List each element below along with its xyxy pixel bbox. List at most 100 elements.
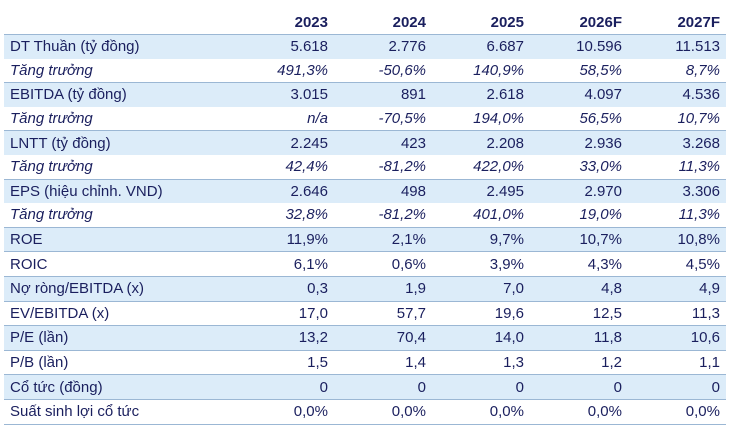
row-label: Tăng trưởng xyxy=(10,61,93,79)
header-year: 2023 xyxy=(294,13,328,31)
cell-2025: 422,0% xyxy=(473,158,524,176)
cell-2026f: 12,5 xyxy=(530,300,628,326)
cell-2023: 2.245 xyxy=(236,130,334,155)
cell-2024: 70,4 xyxy=(334,325,432,351)
cell-2025: 0,0% xyxy=(432,398,530,425)
cell-2023: 11,9% xyxy=(236,226,334,252)
row-label: EV/EBITDA (x) xyxy=(4,300,236,326)
cell-2026f: 10.596 xyxy=(530,33,628,59)
table-row: ROIC 6,1% 0,6% 3,9% 4,3% 4,5% xyxy=(4,251,726,277)
table-row: EPS (hiệu chỉnh. VND) 2.646 498 2.495 2.970 3… xyxy=(4,178,726,204)
row-label: EBITDA (tỷ đồng) xyxy=(4,82,236,107)
row-label: P/E (lần) xyxy=(4,325,236,351)
row-label: Tăng trưởng xyxy=(10,110,93,128)
row-label: EPS (hiệu chỉnh. VND) xyxy=(4,178,236,204)
cell-2023: 0 xyxy=(236,374,334,400)
cell-2023: 3.015 xyxy=(236,82,334,107)
growth-row: Tăng trưởng 491,3% -50,6% 140,9% 58,5% 8,7% xyxy=(4,59,726,83)
cell-2024: 2.776 xyxy=(334,33,432,59)
cell-2025: 2.495 xyxy=(432,178,530,204)
cell-2027f: 0,0% xyxy=(628,398,726,425)
cell-2024: 498 xyxy=(334,178,432,204)
row-label: DT Thuần (tỷ đồng) xyxy=(4,33,236,59)
header-year: 2027F xyxy=(677,13,720,31)
cell-2026f: 33,0% xyxy=(579,158,622,176)
cell-2023: 5.618 xyxy=(236,33,334,59)
cell-2027f: 11,3% xyxy=(678,158,720,176)
cell-2025: 19,6 xyxy=(432,300,530,326)
row-label: ROE xyxy=(4,226,236,252)
cell-2027f: 8,7% xyxy=(685,61,720,79)
table-row: EV/EBITDA (x) 17,0 57,7 19,6 12,5 11,3 xyxy=(4,300,726,326)
table-row: LNTT (tỷ đồng) 2.245 423 2.208 2.936 3.268 xyxy=(4,130,726,155)
cell-2023: 17,0 xyxy=(236,300,334,326)
cell-2026f: 10,7% xyxy=(530,226,628,252)
cell-2026f: 2.970 xyxy=(530,178,628,204)
cell-2026f: 11,8 xyxy=(530,325,628,351)
cell-2023: 2.646 xyxy=(236,178,334,204)
cell-2023: n/a xyxy=(307,110,328,128)
cell-2024: -81,2% xyxy=(378,206,426,224)
cell-2023: 491,3% xyxy=(277,61,328,79)
cell-2026f: 19,0% xyxy=(579,206,622,224)
header-label-cell xyxy=(4,10,236,35)
row-label: LNTT (tỷ đồng) xyxy=(4,130,236,155)
cell-2024: 891 xyxy=(334,82,432,107)
header-year: 2025 xyxy=(490,13,524,31)
cell-2025: 1,3 xyxy=(432,349,530,375)
cell-2026f: 4,8 xyxy=(530,275,628,302)
cell-2027f: 4.536 xyxy=(628,82,726,107)
cell-2025: 3,9% xyxy=(432,251,530,277)
cell-2025: 2.618 xyxy=(432,82,530,107)
cell-2024: 423 xyxy=(334,130,432,155)
row-label: Nợ ròng/EBITDA (x) xyxy=(4,275,236,302)
cell-2026f: 0 xyxy=(530,374,628,400)
cell-2025: 7,0 xyxy=(432,275,530,302)
table-row: Nợ ròng/EBITDA (x) 0,3 1,9 7,0 4,8 4,9 xyxy=(4,275,726,302)
table-row: ROE 11,9% 2,1% 9,7% 10,7% 10,8% xyxy=(4,226,726,252)
table-row: DT Thuần (tỷ đồng) 5.618 2.776 6.687 10.596 1… xyxy=(4,33,726,59)
cell-2027f: 4,9 xyxy=(628,275,726,302)
cell-2027f: 0 xyxy=(628,374,726,400)
cell-2025: 194,0% xyxy=(473,110,524,128)
cell-2024: 57,7 xyxy=(334,300,432,326)
cell-2023: 0,0% xyxy=(236,398,334,425)
cell-2025: 140,9% xyxy=(473,61,524,79)
cell-2023: 6,1% xyxy=(236,251,334,277)
cell-2024: 1,9 xyxy=(334,275,432,302)
cell-2026f: 56,5% xyxy=(579,110,622,128)
row-label: ROIC xyxy=(4,251,236,277)
header-year: 2026F xyxy=(579,13,622,31)
cell-2023: 1,5 xyxy=(236,349,334,375)
table-row: Suất sinh lợi cổ tức 0,0% 0,0% 0,0% 0,0% 0,0% xyxy=(4,398,726,425)
cell-2027f: 3.306 xyxy=(628,178,726,204)
growth-row: Tăng trưởng 32,8% -81,2% 401,0% 19,0% 11,3% xyxy=(4,203,726,227)
cell-2024: 2,1% xyxy=(334,226,432,252)
cell-2025: 14,0 xyxy=(432,325,530,351)
cell-2027f: 1,1 xyxy=(628,349,726,375)
cell-2027f: 11,3% xyxy=(678,206,720,224)
cell-2023: 0,3 xyxy=(236,275,334,302)
growth-row: Tăng trưởng 42,4% -81,2% 422,0% 33,0% 11,3% xyxy=(4,155,726,179)
row-label: Suất sinh lợi cổ tức xyxy=(4,398,236,425)
cell-2026f: 4,3% xyxy=(530,251,628,277)
cell-2026f: 4.097 xyxy=(530,82,628,107)
table-row: P/B (lần) 1,5 1,4 1,3 1,2 1,1 xyxy=(4,349,726,375)
cell-2023: 32,8% xyxy=(285,206,328,224)
cell-2025: 401,0% xyxy=(473,206,524,224)
cell-2024: -70,5% xyxy=(378,110,426,128)
cell-2026f: 2.936 xyxy=(530,130,628,155)
cell-2027f: 11.513 xyxy=(628,33,726,59)
header-year: 2024 xyxy=(392,13,426,31)
cell-2027f: 11,3 xyxy=(628,300,726,326)
cell-2027f: 4,5% xyxy=(628,251,726,277)
cell-2027f: 10,6 xyxy=(628,325,726,351)
row-label: P/B (lần) xyxy=(4,349,236,375)
cell-2026f: 58,5% xyxy=(579,61,622,79)
cell-2024: 1,4 xyxy=(334,349,432,375)
financial-table: 2023 2024 2025 2026F 2027F DT Thuần (tỷ … xyxy=(4,10,726,425)
cell-2027f: 10,7% xyxy=(677,110,720,128)
growth-row: Tăng trưởng n/a -70,5% 194,0% 56,5% 10,7% xyxy=(4,107,726,131)
cell-2023: 42,4% xyxy=(285,158,328,176)
